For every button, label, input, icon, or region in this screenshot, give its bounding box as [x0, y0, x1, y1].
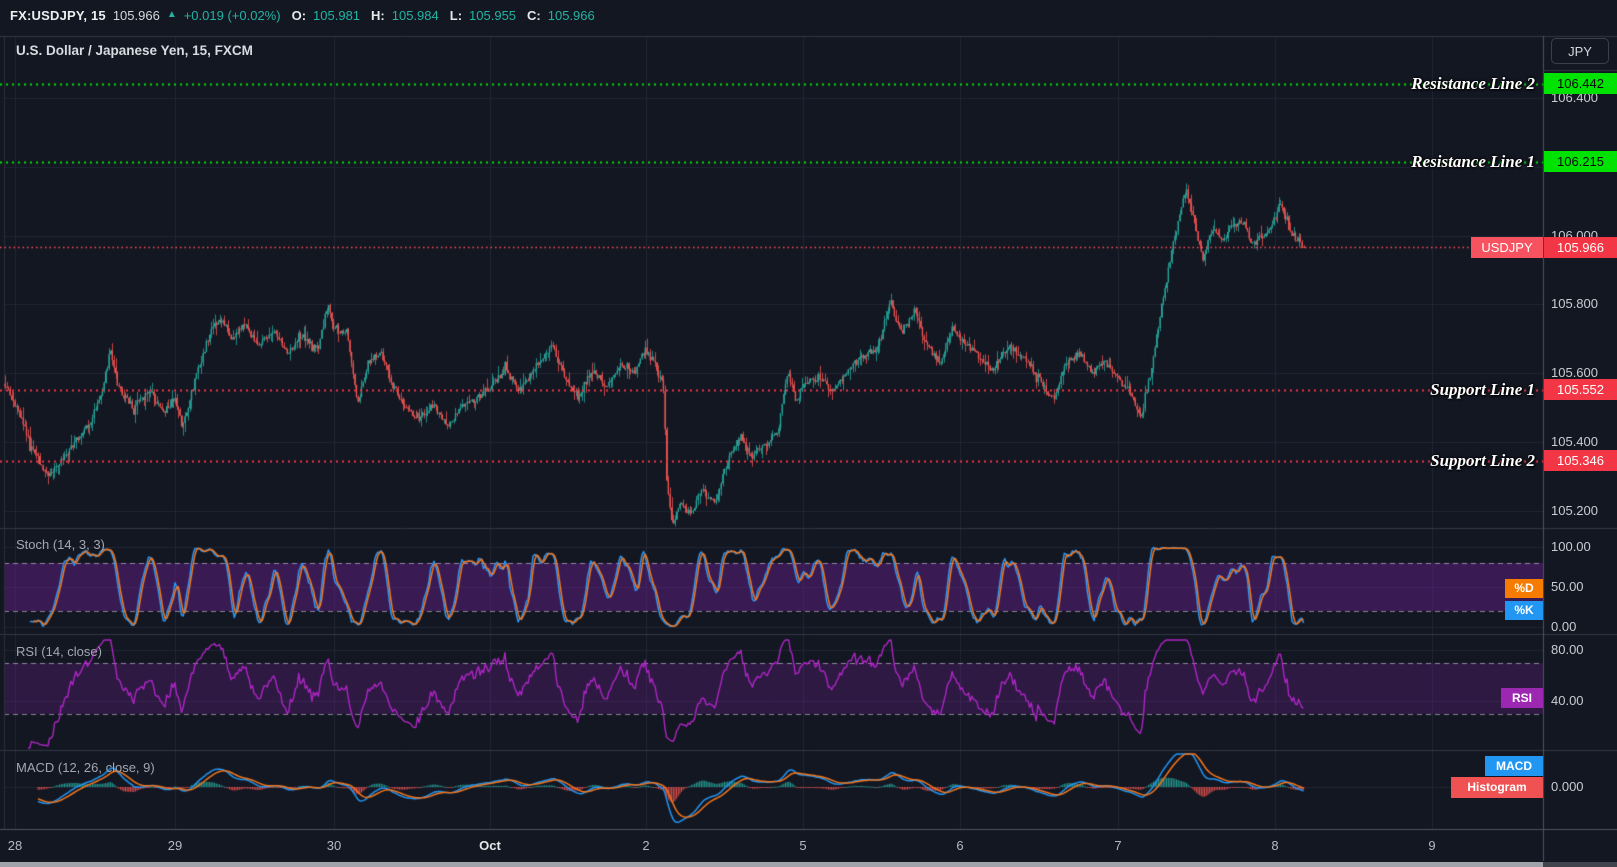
chart-title: U.S. Dollar / Japanese Yen, 15, FXCM [16, 43, 253, 58]
time-tick-label: 8 [1271, 838, 1279, 853]
time-tick-label: 7 [1114, 838, 1122, 853]
rsi-tick-label: 80.00 [1551, 642, 1584, 658]
price-tick-label: 105.600 [1551, 365, 1598, 381]
stoch-series-badge: %K [1505, 600, 1543, 620]
price-tick-label: 105.400 [1551, 434, 1598, 449]
low-value: 105.955 [469, 7, 517, 23]
close-value: 105.966 [547, 7, 595, 23]
annotation-line-label[interactable]: Support Line 2 [1430, 450, 1535, 470]
price-tick-label: 105.800 [1551, 296, 1598, 312]
price-axis-badge: 105.346 [1544, 450, 1617, 472]
price-axis-badge: 105.552 [1544, 379, 1617, 401]
stoch-tick-label: 0.00 [1551, 619, 1577, 634]
symbol-price-badge: USDJPY [1471, 236, 1543, 258]
last-price: 105.966 [112, 7, 160, 23]
symbol-info-bar: FX:USDJPY, 15 105.966 ▲ +0.019 (+0.02%) … [10, 0, 595, 30]
high-value: 105.984 [391, 7, 439, 23]
macd-pane-label[interactable]: MACD (12, 26, close, 9) [16, 760, 155, 775]
annotation-line-label[interactable]: Support Line 1 [1430, 379, 1535, 399]
time-tick-label: 28 [7, 838, 23, 853]
rsi-tick-label: 40.00 [1551, 693, 1584, 709]
bottom-scrollbar-corner [1543, 862, 1617, 867]
price-axis-badge: 106.442 [1544, 73, 1617, 95]
rsi-pane-label[interactable]: RSI (14, close) [16, 644, 102, 659]
time-tick-label: 6 [956, 838, 964, 853]
price-tick-label: 105.200 [1551, 502, 1598, 518]
bottom-scrollbar[interactable] [0, 862, 1543, 867]
annotation-line-label[interactable]: Resistance Line 2 [1411, 73, 1535, 93]
macd-series-badge: MACD [1485, 756, 1543, 776]
stoch-series-badge: %D [1505, 578, 1543, 598]
macd-tick-label: 0.000 [1551, 779, 1584, 794]
macd-series-badge: Histogram [1451, 776, 1543, 798]
high-label: H: [371, 7, 385, 23]
stoch-tick-label: 50.00 [1551, 579, 1584, 594]
time-tick-label: Oct [479, 838, 501, 853]
symbol-name[interactable]: FX:USDJPY, 15 [10, 7, 106, 23]
time-tick-label: 9 [1428, 838, 1436, 853]
currency-unit-button[interactable]: JPY [1551, 38, 1609, 64]
time-tick-label: 2 [642, 838, 650, 853]
time-tick-label: 5 [799, 838, 807, 853]
up-arrow-icon: ▲ [166, 8, 177, 20]
price-axis-badge: 105.966 [1544, 236, 1617, 258]
price-axis-badge: 106.215 [1544, 151, 1617, 173]
time-tick-label: 29 [167, 838, 183, 853]
annotation-line-label[interactable]: Resistance Line 1 [1411, 151, 1535, 171]
low-label: L: [449, 7, 463, 23]
price-change: +0.019 (+0.02%) [183, 7, 281, 23]
stoch-pane-label[interactable]: Stoch (14, 3, 3) [16, 537, 105, 552]
stoch-tick-label: 100.00 [1551, 539, 1591, 554]
open-value: 105.981 [313, 7, 361, 23]
time-tick-label: 30 [326, 838, 342, 853]
close-label: C: [527, 7, 541, 23]
rsi-series-badge: RSI [1501, 688, 1543, 708]
open-label: O: [291, 7, 307, 23]
